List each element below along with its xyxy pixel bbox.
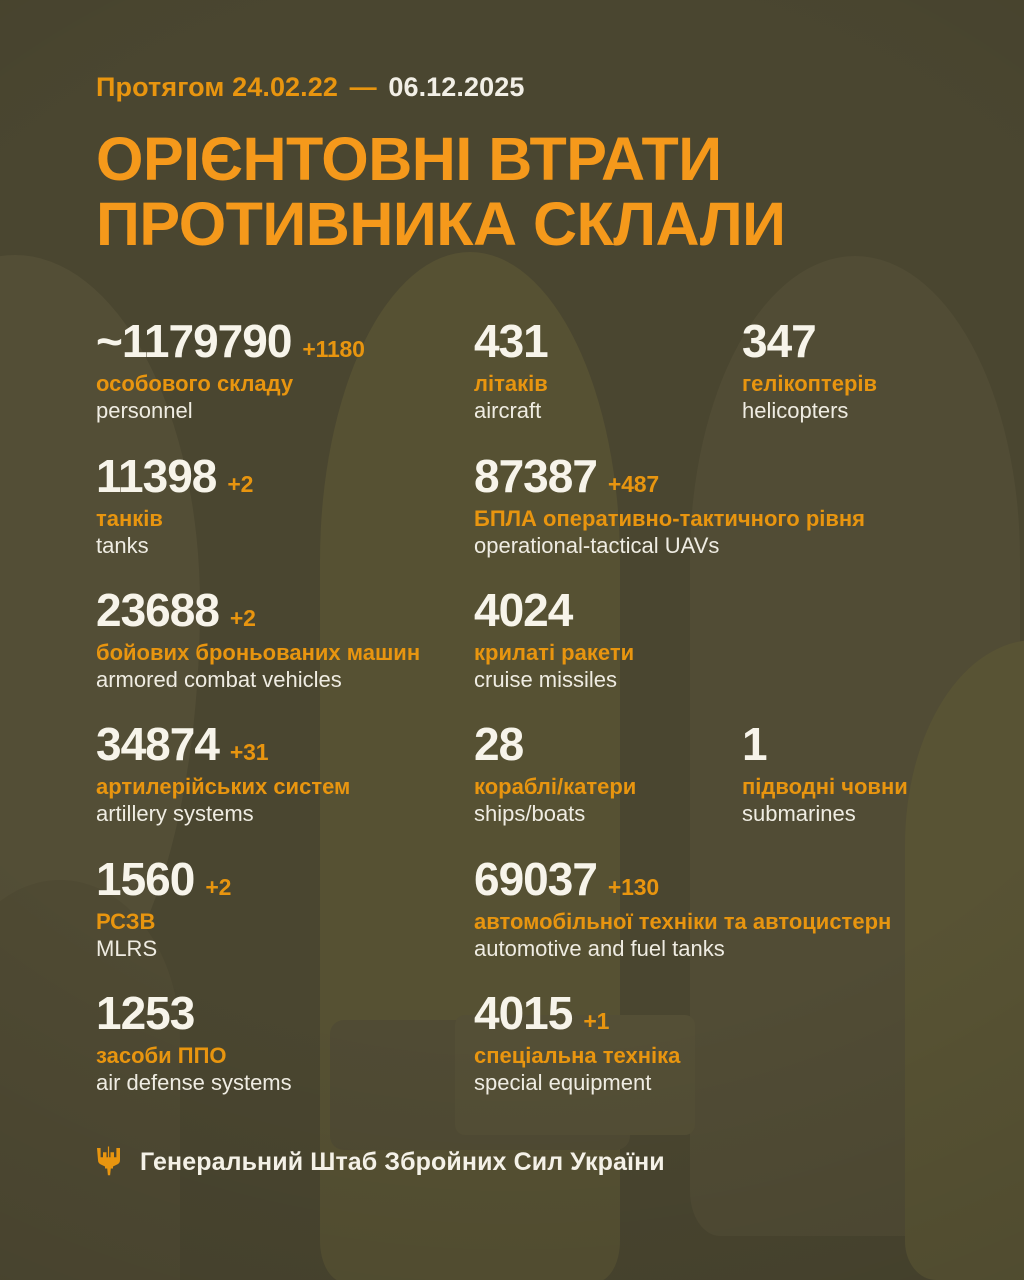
- stat-delta: +130: [607, 873, 659, 900]
- stat-value: 69037: [474, 852, 598, 905]
- stat-label-ua: РСЗВ: [96, 908, 156, 934]
- stat-label-en: automotive and fuel tanks: [474, 935, 725, 961]
- stat-value: 347: [742, 315, 817, 368]
- stat-value: 87387: [474, 449, 598, 502]
- stat-label-ua: особового складу: [96, 371, 294, 397]
- stat-label-en: tanks: [96, 532, 149, 558]
- stats-grid: ~1179790 +1180 особового складу personne…: [96, 318, 928, 1124]
- stat-label-ua: бойових броньованих машин: [96, 640, 421, 665]
- stat-label-en: cruise missiles: [474, 666, 618, 692]
- stat-label-ua: артилерійських систем: [96, 774, 351, 800]
- stat-value: 1253: [96, 987, 195, 1040]
- period-dash: —: [349, 72, 377, 102]
- stat-label-en: armored combat vehicles: [96, 666, 342, 692]
- period-end-date: 06.12.2025: [388, 72, 525, 102]
- stat-number-line: 69037 +130: [474, 856, 928, 902]
- stat-label-en: submarines: [742, 801, 856, 827]
- stat-number-line: 1560 +2: [96, 856, 474, 902]
- stat-label-en: MLRS: [96, 935, 158, 961]
- trident-icon: [96, 1146, 121, 1178]
- stat-label-ua: літаків: [474, 371, 548, 397]
- footer: Генеральний Штаб Збройних Сил України: [96, 1146, 928, 1178]
- stat-delta: +487: [607, 470, 659, 497]
- stat-uavs: 87387 +487 БПЛА оперативно-тактичного рі…: [474, 453, 928, 587]
- stat-label-en: artillery systems: [96, 801, 254, 827]
- page-title-line-2: ПРОТИВНИКА СКЛАЛИ: [96, 189, 786, 258]
- stat-label-ua: крилаті ракети: [474, 640, 635, 665]
- stat-personnel: ~1179790 +1180 особового складу personne…: [96, 318, 474, 452]
- stat-label-ua: гелікоптерів: [742, 371, 878, 397]
- stat-submarines: 1 підводні човни submarines: [742, 721, 928, 855]
- stat-label-ua: спеціальна техніка: [474, 1043, 681, 1069]
- stat-mlrs: 1560 +2 РСЗВ MLRS: [96, 856, 474, 990]
- stat-value: 1: [742, 718, 768, 771]
- stat-number-line: 23688 +2: [96, 587, 474, 633]
- stat-number-line: 347: [742, 318, 928, 364]
- stat-label-en: aircraft: [474, 398, 542, 424]
- stat-special-equipment: 4015 +1 спеціальна техніка special equip…: [474, 990, 928, 1124]
- stat-number-line: 4024: [474, 587, 928, 633]
- stat-aircraft: 431 літаків aircraft: [474, 318, 742, 452]
- page-title-line-1: ОРІЄНТОВНІ ВТРАТИ: [96, 125, 722, 193]
- stat-value: 4024: [474, 584, 573, 636]
- stat-automotive-fuel-tanks: 69037 +130 автомобільної техніки та авто…: [474, 856, 928, 990]
- stat-value: 431: [474, 315, 549, 368]
- stat-value: ~1179790: [96, 315, 292, 368]
- stat-artillery-systems: 34874 +31 артилерійських систем artiller…: [96, 721, 474, 855]
- stat-value: 34874: [96, 718, 220, 771]
- stat-label-ua: засоби ППО: [96, 1043, 227, 1069]
- stat-label-ua: автомобільної техніки та автоцистерн: [474, 908, 892, 934]
- stat-label-en: air defense systems: [96, 1069, 292, 1095]
- stat-number-line: 34874 +31: [96, 721, 474, 767]
- stat-number-line: 431: [474, 318, 742, 364]
- period-label: Протягом: [96, 72, 225, 102]
- stat-air-defense-systems: 1253 засоби ППО air defense systems: [96, 990, 474, 1124]
- period-line: Протягом 24.02.22 — 06.12.2025: [96, 0, 928, 103]
- stat-label-ua: БПЛА оперативно-тактичного рівня: [474, 505, 866, 531]
- stat-number-line: 1253: [96, 990, 474, 1036]
- stat-delta: +31: [229, 739, 269, 766]
- stat-delta: +1: [583, 1008, 610, 1035]
- stat-delta: +2: [229, 605, 256, 631]
- stat-label-ua: танків: [96, 505, 163, 531]
- stat-number-line: 4015 +1: [474, 990, 928, 1036]
- stat-value: 4015: [474, 987, 573, 1040]
- stat-ships-boats: 28 кораблі/катери ships/boats: [474, 721, 742, 855]
- stat-value: 1560: [96, 852, 195, 905]
- stat-helicopters: 347 гелікоптерів helicopters: [742, 318, 928, 452]
- stat-value: 23688: [96, 584, 220, 636]
- stat-label-en: ships/boats: [474, 801, 586, 827]
- stat-number-line: 28: [474, 721, 742, 767]
- page-title: ОРІЄНТОВНІ ВТРАТИ ПРОТИВНИКА СКЛАЛИ: [96, 127, 928, 256]
- footer-text: Генеральний Штаб Збройних Сил України: [140, 1147, 665, 1176]
- stat-label-en: personnel: [96, 398, 193, 424]
- stat-cruise-missiles: 4024 крилаті ракети cruise missiles: [474, 587, 928, 721]
- period-start-date: 24.02.22: [232, 72, 339, 102]
- stat-number-line: ~1179790 +1180: [96, 318, 474, 364]
- stat-armored-combat-vehicles: 23688 +2 бойових броньованих машин armor…: [96, 587, 474, 721]
- stat-label-en: special equipment: [474, 1069, 652, 1095]
- stat-value: 11398: [96, 449, 217, 502]
- stat-label-en: operational-tactical UAVs: [474, 532, 720, 558]
- stat-label-ua: кораблі/катери: [474, 774, 637, 800]
- stat-number-line: 87387 +487: [474, 453, 928, 499]
- stat-value: 28: [474, 718, 524, 771]
- stat-label-en: helicopters: [742, 398, 849, 424]
- stat-delta: +2: [205, 873, 232, 900]
- stat-tanks: 11398 +2 танків tanks: [96, 453, 474, 587]
- stat-delta: +2: [227, 470, 254, 497]
- stat-delta: +1180: [302, 336, 365, 363]
- stat-number-line: 11398 +2: [96, 453, 474, 499]
- stat-label-ua: підводні човни: [742, 774, 908, 800]
- stat-number-line: 1: [742, 721, 928, 767]
